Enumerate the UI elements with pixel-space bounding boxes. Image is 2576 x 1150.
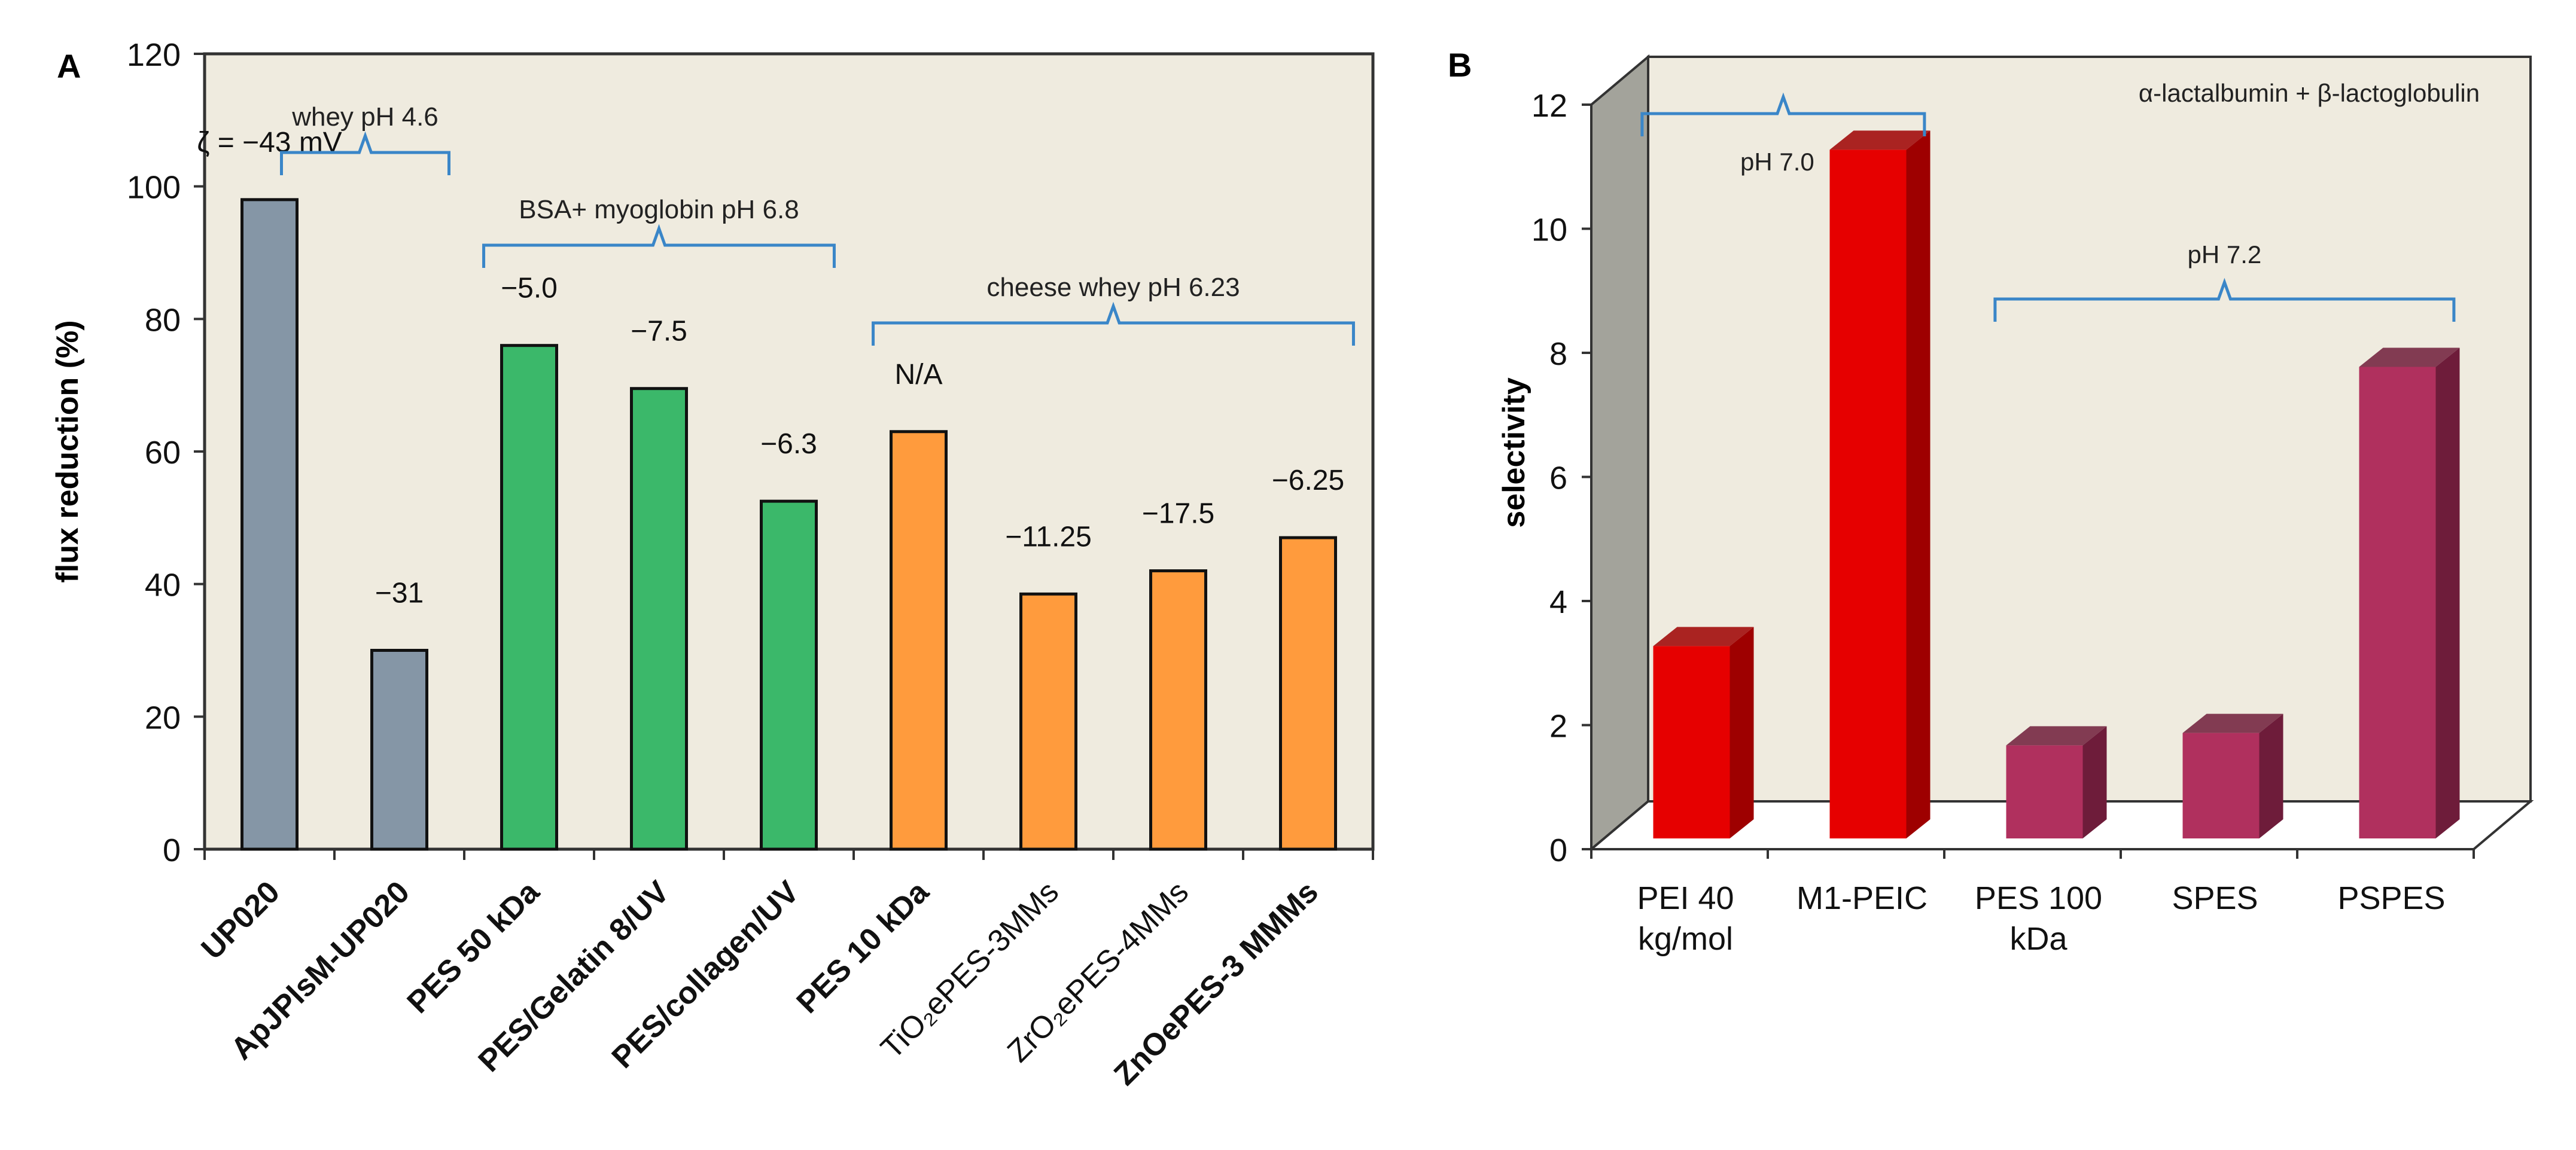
- bar: [2359, 367, 2436, 838]
- group-bracket: [1640, 92, 1926, 136]
- panel-label-b: B: [1448, 46, 1472, 84]
- y-tick-label-b: 2: [1549, 709, 1567, 745]
- x-tick-label-b: SPES: [2172, 880, 2258, 916]
- y-tick-label-b: 10: [1531, 212, 1567, 248]
- y-tick-label-a: 40: [145, 568, 181, 603]
- y-tick-label-b: 0: [1549, 832, 1567, 868]
- group-label: BSA+ myoglobin pH 6.8: [519, 195, 799, 224]
- y-tick-label-a: 100: [127, 170, 181, 206]
- bar-value-label: −11.25: [1005, 521, 1092, 553]
- group-label: pH 7.0: [1740, 148, 1814, 176]
- y-tick-label-b: 12: [1531, 88, 1567, 124]
- bar-side: [2082, 726, 2107, 838]
- bar-value-label: −6.3: [760, 428, 817, 460]
- x-tick-label-a: UP020: [195, 874, 287, 966]
- group-bracket: [1993, 277, 2456, 322]
- bar: [1653, 646, 1730, 838]
- bar-value-label: −31: [375, 578, 424, 609]
- bar-side: [2259, 713, 2283, 838]
- bar-top: [1653, 627, 1754, 646]
- x-tick-label-b: M1-PEIC: [1796, 880, 1928, 916]
- bar-top: [2006, 726, 2107, 746]
- bar-value-label: −6.25: [1272, 465, 1344, 496]
- group-bracket: [872, 301, 1355, 346]
- y-tick-label-b: 4: [1549, 584, 1567, 620]
- chart-b: B 0 2 4 6 8 10 12 pH 7.0 pH 7.2 PEI 40 kg/mol M1-…: [1448, 46, 2534, 957]
- x-tick-label-b: PEI 40 kg/mol: [1637, 880, 1734, 957]
- bar: [2182, 733, 2260, 838]
- y-tick-label-a: 60: [145, 435, 181, 471]
- bar: [1279, 536, 1337, 851]
- bar: [890, 430, 948, 851]
- group-bracket: [280, 131, 450, 175]
- bar-value-label: −17.5: [1142, 498, 1214, 530]
- bar: [500, 344, 558, 851]
- x-tick-label-b: PSPES: [2337, 880, 2445, 916]
- bar-side: [1729, 627, 1754, 838]
- group-label: cheese whey pH 6.23: [986, 273, 1240, 302]
- panel-label-a: A: [57, 47, 81, 85]
- x-tick-label-a: PES 10 kDa: [790, 874, 936, 1020]
- y-tick-label-b: 8: [1549, 336, 1567, 372]
- bar-value-label: N/A: [894, 359, 942, 391]
- bar: [760, 499, 818, 851]
- y-axis-label-a: flux reduction (%): [50, 320, 85, 582]
- bar: [1019, 592, 1077, 851]
- bar: [240, 198, 299, 851]
- bar: [630, 387, 688, 851]
- bar: [2006, 745, 2083, 838]
- y-tick-label-a: 0: [163, 832, 181, 868]
- x-tick-label-b: PES 100 kDa: [1975, 880, 2102, 957]
- bar-side: [2435, 347, 2460, 838]
- y-axis-label-b: selectivity: [1497, 377, 1531, 528]
- plot-side-wall-b: [1590, 54, 1649, 852]
- group-bracket: [482, 224, 836, 268]
- bar: [370, 649, 428, 851]
- bar-top: [2359, 347, 2460, 367]
- bar-value-label: −7.5: [631, 316, 687, 347]
- group-label: whey pH 4.6: [291, 102, 439, 132]
- bar: [1149, 569, 1207, 851]
- bar-side: [1906, 130, 1931, 838]
- y-tick-label-a: 20: [145, 700, 181, 736]
- y-tick-label-a: 120: [127, 37, 181, 73]
- x-tick-label-a: PES 50 kDa: [401, 874, 547, 1020]
- bar-top: [1829, 130, 1931, 150]
- y-tick-label-b: 6: [1549, 460, 1567, 496]
- legend-text-b: α-lactalbumin + β-lactoglobulin: [2139, 79, 2480, 107]
- bar: [1829, 150, 1907, 838]
- group-label: pH 7.2: [2188, 240, 2262, 269]
- y-tick-label-a: 80: [145, 302, 181, 338]
- bar-value-label: −5.0: [501, 273, 558, 304]
- bar-top: [2182, 713, 2283, 733]
